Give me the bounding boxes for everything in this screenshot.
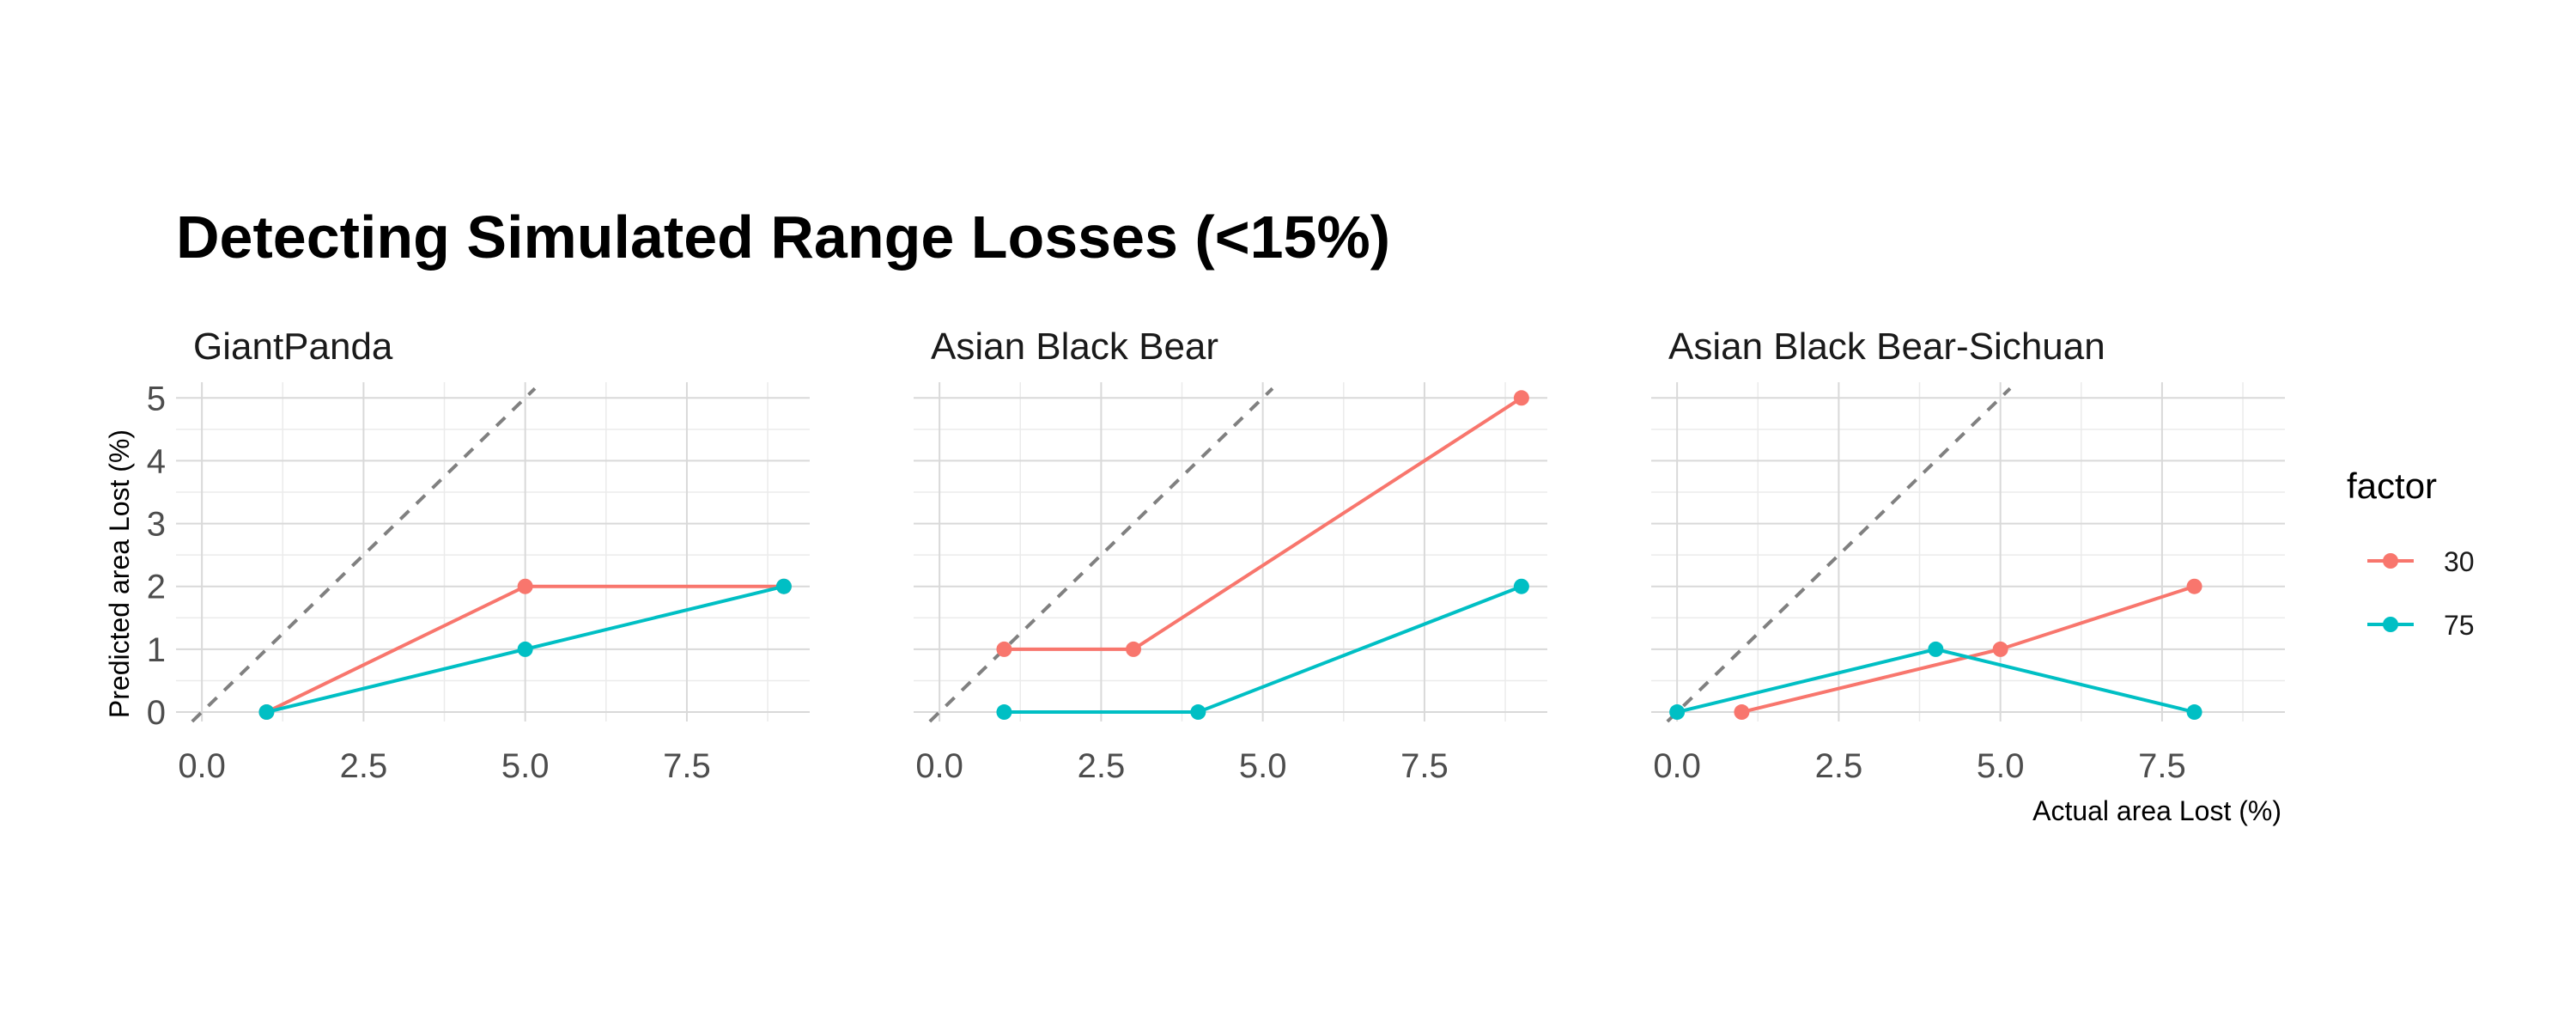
x-tick-label: 2.5 [1815, 747, 1863, 785]
y-tick-label: 2 [147, 569, 166, 606]
panel-3: Asian Black Bear-Sichuan 0.0 2.5 5.0 7.5 [1651, 326, 2285, 785]
y-tick-label: 5 [147, 380, 166, 417]
x-tick-label: 2.5 [1078, 747, 1126, 785]
y-tick-label: 0 [147, 694, 166, 732]
grid [176, 382, 810, 721]
legend-title: factor [2347, 466, 2437, 506]
panel-title: GiantPanda [193, 326, 393, 368]
legend-entry-75: 75 [2367, 610, 2475, 641]
x-tick-label: 5.0 [1239, 747, 1287, 785]
data-point [1513, 578, 1529, 594]
data-point [258, 704, 275, 721]
data-point [517, 641, 533, 657]
data-point [1126, 641, 1142, 657]
grid [914, 382, 1547, 721]
legend-label: 75 [2444, 610, 2475, 641]
data-point [517, 578, 533, 594]
data-point [1992, 641, 2008, 657]
x-tick-label: 5.0 [1977, 747, 2025, 785]
x-tick-label: 2.5 [340, 747, 388, 785]
y-tick-label: 3 [147, 506, 166, 544]
data-point [2186, 578, 2202, 594]
x-axis-label: Actual area Lost (%) [2032, 795, 2281, 826]
legend-label: 30 [2444, 546, 2475, 577]
series-75 [258, 578, 792, 721]
grid [1651, 382, 2285, 721]
panel-1: GiantPanda 0.0 2.5 5.0 7.5 0 1 2 3 4 5 [147, 326, 810, 785]
legend-entry-30: 30 [2367, 546, 2475, 577]
series-75 [996, 578, 1529, 721]
panel-title: Asian Black Bear-Sichuan [1668, 326, 2105, 368]
data-point [1513, 390, 1529, 406]
data-point [1190, 704, 1206, 721]
x-tick-label: 0.0 [1653, 747, 1701, 785]
series-30 [996, 390, 1529, 657]
y-tick-label: 1 [147, 631, 166, 669]
data-point [1669, 704, 1686, 721]
series-30 [1734, 578, 2202, 721]
x-tick-label: 5.0 [501, 747, 550, 785]
series-75 [1669, 641, 2202, 721]
legend-key-point [2383, 617, 2398, 632]
x-tick-label: 7.5 [1400, 747, 1449, 785]
data-point [775, 578, 792, 594]
data-point [2186, 704, 2202, 721]
legend-key-point [2383, 553, 2398, 569]
x-tick-label: 7.5 [2138, 747, 2186, 785]
x-tick-label: 0.0 [915, 747, 963, 785]
data-point [1734, 704, 1750, 721]
x-tick-label: 7.5 [663, 747, 711, 785]
legend: factor 30 75 [2347, 466, 2475, 641]
data-point [996, 641, 1012, 657]
chart-panels: GiantPanda 0.0 2.5 5.0 7.5 0 1 2 3 4 5 Asian Black … [147, 326, 2285, 785]
x-tick-label: 0.0 [178, 747, 226, 785]
panel-2: Asian Black Bear 0.0 2.5 5.0 7.5 [914, 326, 1547, 785]
chart-title: Detecting Simulated Range Losses (<15%) [176, 204, 1390, 271]
y-axis-label: Predicted area Lost (%) [104, 429, 135, 718]
data-point [996, 704, 1012, 721]
data-point [1928, 641, 1944, 657]
panel-title: Asian Black Bear [931, 326, 1218, 368]
y-tick-label: 4 [147, 442, 166, 480]
